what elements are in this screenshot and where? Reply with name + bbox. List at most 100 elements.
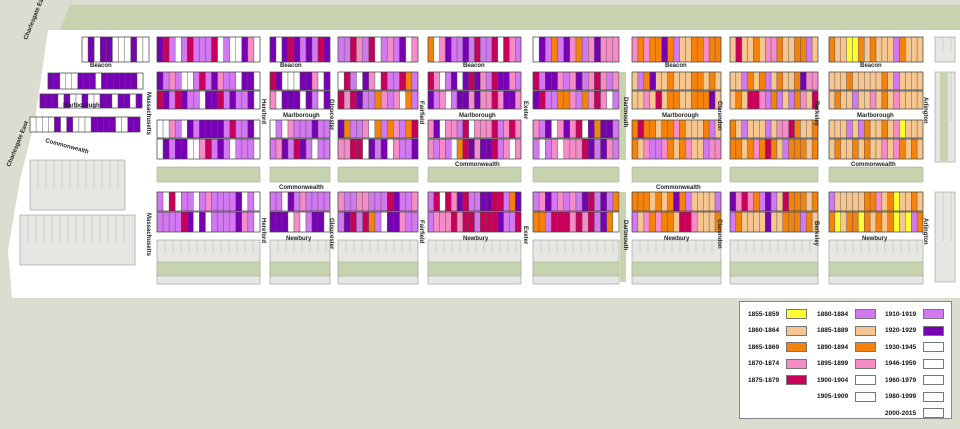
building-lot (269, 191, 277, 212)
building-lot (916, 71, 924, 91)
building-lot (557, 71, 564, 91)
building-lot (673, 71, 680, 91)
legend-swatch (855, 375, 876, 385)
building-lot (563, 191, 571, 212)
building-lot (661, 119, 668, 139)
building-lot (380, 211, 388, 233)
building-lot (121, 116, 128, 133)
building-lot (77, 72, 84, 90)
block-outline (269, 211, 331, 233)
building-lot (337, 119, 345, 139)
building-lot (893, 36, 900, 63)
building-lot (691, 119, 698, 139)
building-lot (113, 72, 120, 90)
building-lot (729, 71, 737, 91)
building-lot (673, 211, 680, 233)
building-lot (729, 211, 737, 233)
building-lot (451, 211, 458, 233)
building-lot (800, 119, 807, 139)
block-outline (729, 191, 819, 212)
building-lot (594, 211, 601, 233)
building-lot (765, 191, 772, 212)
building-lot (834, 138, 841, 160)
building-lot (480, 211, 487, 233)
legend-item: 1930-1945 (885, 341, 944, 353)
building-lot (287, 211, 295, 233)
building-lot (840, 71, 847, 91)
building-lot (753, 90, 760, 110)
building-lot (776, 71, 783, 91)
building-lot (380, 71, 388, 91)
building-lot (538, 119, 546, 139)
building-lot (703, 191, 710, 212)
building-lot (708, 211, 716, 233)
building-lot (575, 211, 583, 233)
building-lot (305, 138, 313, 160)
building-lot (852, 138, 859, 160)
building-lot (594, 138, 601, 160)
building-lot (893, 138, 900, 160)
building-lot (905, 90, 912, 110)
legend-swatch (786, 375, 807, 385)
building-lot (828, 119, 836, 139)
legend-item: 1870-1874 (748, 358, 807, 370)
building-lot (211, 90, 218, 110)
building-lot (770, 71, 778, 91)
building-lot (509, 119, 516, 139)
street-label-berkeley: Berkeley (813, 101, 819, 127)
block-outline (427, 36, 522, 63)
building-lot (673, 36, 680, 63)
building-lot (840, 119, 847, 139)
building-lot (649, 119, 656, 139)
building-lot (217, 71, 224, 91)
building-lot (217, 90, 224, 110)
street-label-fairfield: Fairfield (418, 101, 424, 125)
building-lot (445, 36, 452, 63)
building-lot (806, 71, 813, 91)
building-lot (852, 71, 859, 91)
building-lot (101, 72, 108, 90)
building-lot (199, 138, 206, 160)
building-lot (317, 71, 325, 91)
building-lot (229, 211, 236, 233)
building-lot (193, 211, 200, 233)
building-lot (474, 119, 481, 139)
building-lot (759, 71, 766, 91)
building-lot (509, 36, 516, 63)
building-lot (387, 119, 394, 139)
building-lot (343, 211, 351, 233)
building-lot (281, 191, 289, 212)
block-outline (269, 36, 331, 63)
building-lot (551, 211, 558, 233)
building-lot (156, 36, 164, 63)
building-lot (806, 119, 813, 139)
mall-strip (156, 166, 261, 183)
building-lot (241, 90, 249, 110)
building-lot (691, 90, 698, 110)
block-outline (631, 36, 722, 63)
building-lot (456, 138, 464, 160)
building-lot (765, 90, 772, 110)
building-lot (281, 138, 289, 160)
building-lot (911, 138, 918, 160)
building-lot (485, 71, 493, 91)
building-lot (794, 191, 801, 212)
building-lot (503, 191, 510, 212)
building-lot (337, 211, 345, 233)
building-lot (538, 211, 546, 233)
building-lot (575, 138, 583, 160)
building-lot (661, 36, 668, 63)
building-lot (445, 71, 452, 91)
building-lot (247, 119, 255, 139)
building-lot (387, 211, 394, 233)
building-lot (685, 191, 692, 212)
building-lot (538, 191, 546, 212)
unmapped-block (828, 239, 924, 265)
legend-label: 1895-1899 (817, 360, 849, 367)
building-lot (229, 36, 236, 63)
building-lot (588, 90, 595, 110)
building-lot (759, 138, 766, 160)
legend-swatch (786, 342, 807, 352)
building-lot (368, 36, 376, 63)
building-lot (235, 138, 243, 160)
